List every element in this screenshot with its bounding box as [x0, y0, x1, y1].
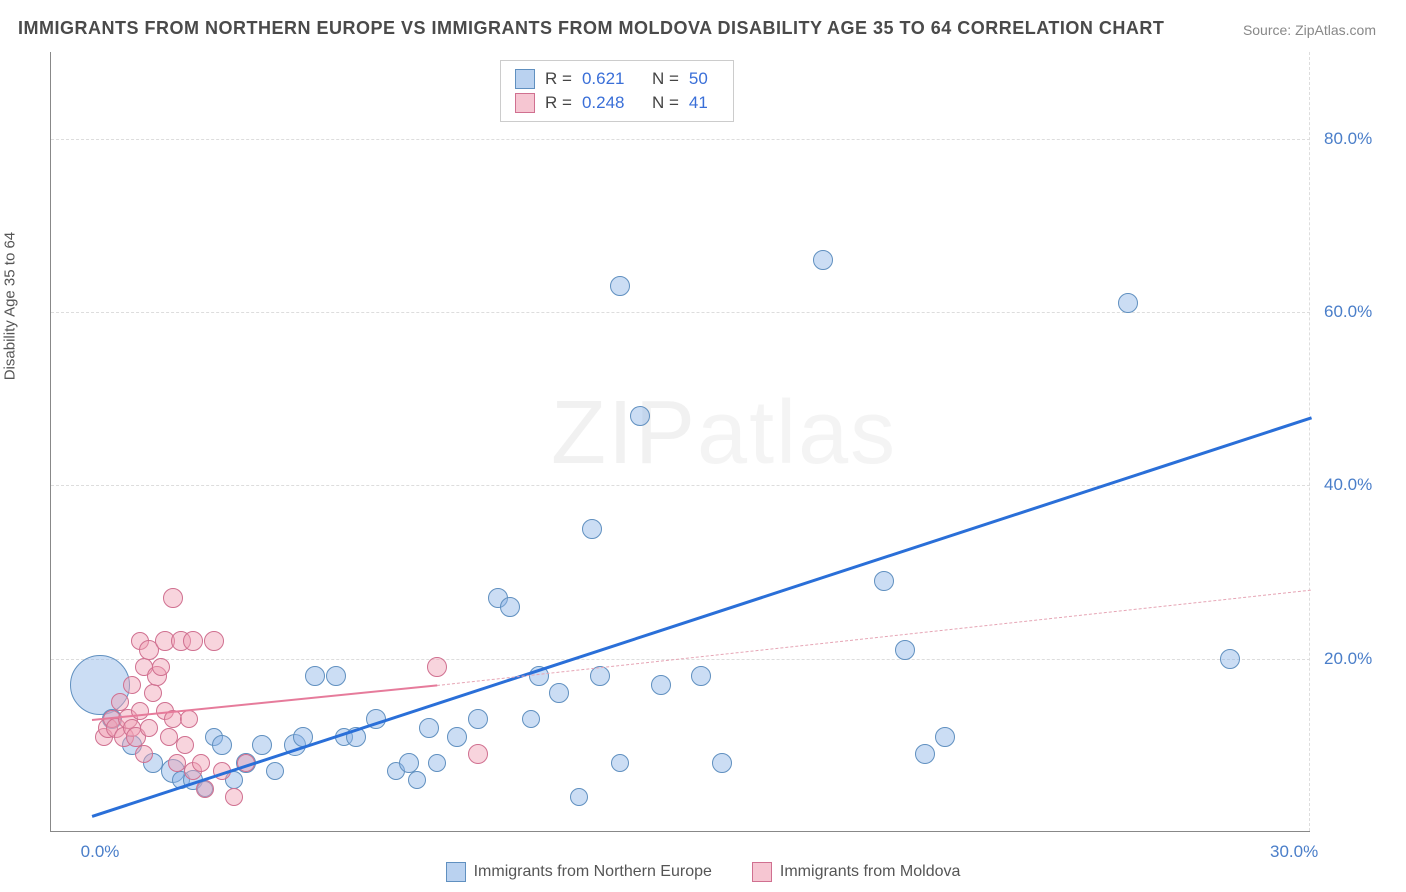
- chart-title: IMMIGRANTS FROM NORTHERN EUROPE VS IMMIG…: [18, 18, 1164, 39]
- data-point: [874, 571, 894, 591]
- data-point: [500, 597, 520, 617]
- watermark-bold: ZIP: [551, 383, 697, 483]
- source-label: Source:: [1243, 22, 1291, 38]
- legend-item: Immigrants from Moldova: [752, 862, 961, 882]
- data-point: [447, 727, 467, 747]
- legend-item: Immigrants from Northern Europe: [446, 862, 712, 882]
- n-value: 41: [689, 93, 719, 113]
- data-point: [712, 753, 732, 773]
- data-point: [1220, 649, 1240, 669]
- data-point: [305, 666, 325, 686]
- legend-row: R = 0.621 N = 50: [515, 67, 719, 91]
- watermark-thin: atlas: [697, 383, 897, 483]
- data-point: [183, 631, 203, 651]
- data-point: [266, 762, 284, 780]
- data-point: [123, 676, 141, 694]
- data-point: [468, 744, 488, 764]
- data-point: [326, 666, 346, 686]
- data-point: [176, 736, 194, 754]
- legend-label: Immigrants from Northern Europe: [474, 863, 712, 881]
- series-legend: Immigrants from Northern Europe Immigrant…: [0, 862, 1406, 882]
- data-point: [225, 788, 243, 806]
- data-point: [131, 702, 149, 720]
- data-point: [212, 735, 232, 755]
- data-point: [144, 684, 162, 702]
- right-axis-line: [1309, 52, 1310, 831]
- data-point: [140, 719, 158, 737]
- legend-label: Immigrants from Moldova: [780, 863, 961, 881]
- data-point: [111, 693, 129, 711]
- r-value: 0.248: [582, 93, 642, 113]
- gridline: [51, 485, 1310, 486]
- data-point: [252, 735, 272, 755]
- data-point: [522, 710, 540, 728]
- legend-swatch: [446, 862, 466, 882]
- data-point: [611, 754, 629, 772]
- data-point: [610, 276, 630, 296]
- data-point: [651, 675, 671, 695]
- regression-line: [437, 589, 1311, 685]
- data-point: [408, 771, 426, 789]
- data-point: [1118, 293, 1138, 313]
- r-label: R =: [545, 69, 572, 89]
- data-point: [915, 744, 935, 764]
- watermark: ZIPatlas: [551, 382, 897, 485]
- legend-row: R = 0.248 N = 41: [515, 91, 719, 115]
- data-point: [160, 728, 178, 746]
- x-tick-label: 30.0%: [1270, 842, 1318, 862]
- y-tick-label: 20.0%: [1324, 649, 1372, 669]
- y-tick-label: 60.0%: [1324, 302, 1372, 322]
- source-attribution: Source: ZipAtlas.com: [1243, 22, 1376, 38]
- data-point: [168, 754, 186, 772]
- legend-swatch: [515, 69, 535, 89]
- y-tick-label: 40.0%: [1324, 475, 1372, 495]
- gridline: [51, 139, 1310, 140]
- n-label: N =: [652, 69, 679, 89]
- data-point: [399, 753, 419, 773]
- n-value: 50: [689, 69, 719, 89]
- gridline: [51, 312, 1310, 313]
- correlation-legend: R = 0.621 N = 50 R = 0.248 N = 41: [500, 60, 734, 122]
- data-point: [691, 666, 711, 686]
- data-point: [468, 709, 488, 729]
- data-point: [163, 588, 183, 608]
- source-link[interactable]: ZipAtlas.com: [1295, 22, 1376, 38]
- data-point: [582, 519, 602, 539]
- data-point: [813, 250, 833, 270]
- y-axis-label: Disability Age 35 to 64: [2, 232, 19, 380]
- data-point: [192, 754, 210, 772]
- data-point: [180, 710, 198, 728]
- data-point: [935, 727, 955, 747]
- data-point: [152, 658, 170, 676]
- data-point: [135, 745, 153, 763]
- r-label: R =: [545, 93, 572, 113]
- data-point: [895, 640, 915, 660]
- data-point: [570, 788, 588, 806]
- data-point: [427, 657, 447, 677]
- legend-swatch: [752, 862, 772, 882]
- x-tick-label: 0.0%: [81, 842, 120, 862]
- data-point: [630, 406, 650, 426]
- data-point: [428, 754, 446, 772]
- data-point: [419, 718, 439, 738]
- data-point: [204, 631, 224, 651]
- y-tick-label: 80.0%: [1324, 129, 1372, 149]
- data-point: [549, 683, 569, 703]
- r-value: 0.621: [582, 69, 642, 89]
- legend-swatch: [515, 93, 535, 113]
- n-label: N =: [652, 93, 679, 113]
- plot-area: ZIPatlas: [50, 52, 1310, 832]
- regression-line: [91, 416, 1311, 817]
